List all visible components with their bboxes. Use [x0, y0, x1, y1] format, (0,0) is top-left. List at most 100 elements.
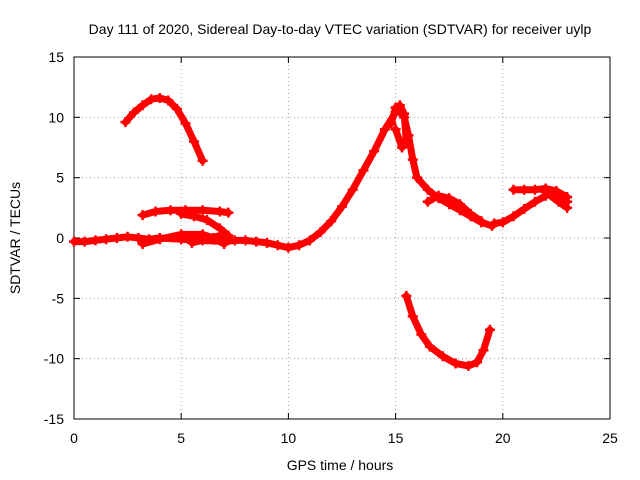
data-point — [129, 107, 140, 118]
data-point — [472, 357, 483, 368]
data-point — [197, 155, 208, 166]
data-point — [165, 205, 176, 216]
data-point — [176, 208, 187, 219]
data-point — [347, 184, 358, 195]
data-point — [454, 199, 465, 210]
data-point — [315, 226, 326, 237]
data-point — [201, 214, 212, 225]
data-point — [407, 311, 418, 322]
data-point — [540, 187, 551, 198]
data-point — [214, 223, 225, 234]
data-point — [197, 235, 208, 246]
data-point — [223, 207, 234, 218]
data-point — [529, 196, 540, 207]
y-tick-label: -10 — [44, 351, 64, 367]
data-point — [463, 360, 474, 371]
series-arc-1 — [120, 93, 208, 166]
x-tick-label: 25 — [602, 430, 618, 446]
data-point — [251, 236, 262, 247]
series-arc-9 — [422, 190, 487, 227]
data-point — [261, 237, 272, 248]
y-tick-label: 10 — [48, 109, 64, 125]
data-point — [508, 184, 519, 195]
chart-title: Day 111 of 2020, Sidereal Day-to-day VTE… — [89, 21, 592, 37]
data-point — [553, 196, 564, 207]
data-point — [197, 205, 208, 216]
data-point — [424, 341, 435, 352]
data-point — [437, 351, 448, 362]
series-arc-8 — [390, 124, 408, 153]
data-point — [180, 118, 191, 129]
series-arc-10 — [401, 290, 495, 371]
data-point — [219, 236, 230, 247]
series-trace — [402, 292, 494, 370]
data-point — [412, 172, 423, 183]
data-point — [144, 234, 155, 245]
data-point — [476, 216, 487, 227]
data-point — [489, 218, 500, 229]
data-point — [240, 235, 251, 246]
data-point — [369, 146, 380, 157]
data-point — [433, 190, 444, 201]
series-arc-12 — [508, 183, 573, 202]
data-point — [304, 235, 315, 246]
data-point — [101, 234, 112, 245]
data-point — [326, 216, 337, 227]
x-tick-label: 20 — [495, 430, 511, 446]
data-point — [407, 154, 418, 165]
data-point — [214, 206, 225, 217]
data-point — [120, 117, 131, 128]
data-point — [450, 358, 461, 369]
data-point — [154, 93, 165, 104]
y-axis-label: SDTVAR / TECUs — [7, 182, 23, 294]
data-point — [478, 345, 489, 356]
y-tick-label: 15 — [48, 49, 64, 65]
data-point — [422, 184, 433, 195]
data-point — [146, 94, 157, 105]
data-point — [497, 217, 508, 228]
data-series — [69, 93, 573, 371]
data-point — [294, 240, 305, 251]
data-point — [122, 231, 133, 242]
data-point — [229, 235, 240, 246]
x-axis-label: GPS time / hours — [287, 457, 394, 473]
data-point — [529, 184, 540, 195]
data-point — [272, 240, 283, 251]
data-point — [444, 193, 455, 204]
data-point — [465, 208, 476, 219]
data-point — [386, 118, 397, 129]
data-point — [379, 124, 390, 135]
data-point — [422, 196, 433, 207]
y-tick-label: 5 — [56, 170, 64, 186]
data-point — [189, 211, 200, 222]
axis-ticks: 0 5 10 15 20 25 -15 -10 -5 0 5 10 15 — [44, 49, 618, 446]
data-point — [358, 165, 369, 176]
data-point — [137, 210, 148, 221]
data-point — [163, 95, 174, 106]
data-point — [150, 206, 161, 217]
data-point — [137, 100, 148, 111]
data-point — [416, 329, 427, 340]
data-point — [337, 201, 347, 212]
data-point — [111, 233, 122, 243]
data-point — [90, 235, 101, 246]
data-point — [133, 233, 144, 243]
data-point — [69, 236, 79, 247]
data-point — [508, 211, 519, 222]
y-tick-label: 0 — [56, 230, 64, 246]
data-point — [176, 234, 187, 245]
data-point — [484, 324, 495, 335]
y-tick-label: -15 — [44, 411, 64, 427]
x-tick-label: 5 — [177, 430, 185, 446]
x-tick-label: 0 — [70, 430, 78, 446]
x-tick-label: 10 — [281, 430, 297, 446]
data-point — [154, 233, 165, 243]
data-point — [399, 108, 410, 119]
x-tick-label: 15 — [388, 430, 404, 446]
series-arc-13 — [540, 187, 573, 213]
data-point — [394, 100, 405, 111]
data-point — [283, 242, 294, 253]
series-trace — [70, 107, 496, 252]
data-point — [551, 185, 562, 196]
